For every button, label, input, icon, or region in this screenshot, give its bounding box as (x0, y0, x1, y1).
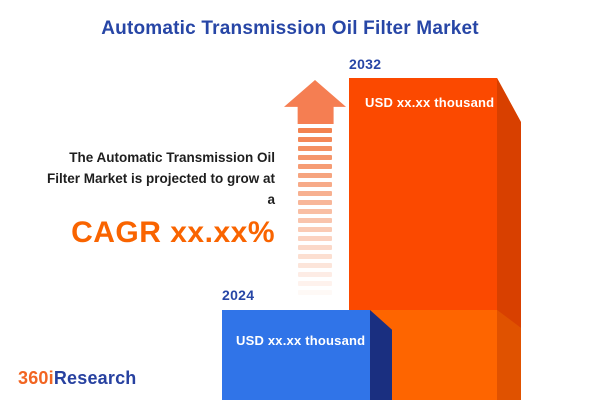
bar-2032-side-panel-upper (497, 78, 521, 328)
up-arrow-stripe (298, 218, 332, 223)
up-arrow-stripe (298, 263, 332, 268)
annotation-block: The Automatic Transmission Oil Filter Ma… (0, 147, 275, 250)
logo-part-360i: 360i (18, 368, 54, 388)
up-arrow-stripe (298, 128, 332, 133)
bar-2032-front-upper (349, 78, 497, 310)
up-arrow-stripe (298, 281, 332, 286)
up-arrow-stripe (298, 227, 332, 232)
up-arrow-stripe (298, 209, 332, 214)
bar-2032-side-panel (497, 78, 521, 400)
annotation-line-3: a (267, 192, 275, 207)
up-arrow-stripe (298, 173, 332, 178)
cagr-value: CAGR xx.xx% (71, 216, 275, 249)
up-arrow-stripe (298, 182, 332, 187)
logo-part-research: Research (53, 368, 137, 388)
company-logo: 360iResearch (18, 368, 137, 389)
up-arrow-stripe (298, 254, 332, 259)
up-arrow-icon (284, 80, 346, 295)
up-arrow-stripe (298, 272, 332, 277)
up-arrow-shaft (298, 128, 332, 295)
page-title: Automatic Transmission Oil Filter Market (101, 18, 479, 39)
up-arrow-stripe (298, 236, 332, 241)
bar-2024-front (222, 310, 370, 400)
up-arrow-stripe (298, 200, 332, 205)
bar-2024-side-panel (370, 310, 392, 400)
annotation-line-2: Filter Market is projected to grow at (46, 171, 275, 186)
bar-2032 (349, 78, 521, 400)
up-arrow-head (284, 80, 346, 124)
up-arrow-stripe (298, 146, 332, 151)
bar-2032-year-label: 2032 (349, 56, 382, 72)
annotation-line-1: The Automatic Transmission Oil (69, 150, 275, 165)
up-arrow-stripe (298, 164, 332, 169)
up-arrow-stripe (298, 290, 332, 295)
bar-2024 (222, 310, 392, 400)
bar-2024-year-label: 2024 (222, 287, 255, 303)
up-arrow-stripe (298, 137, 332, 142)
bar-2032-value-label: USD xx.xx thousand (365, 95, 495, 110)
bar-2024-value-label: USD xx.xx thousand (236, 333, 366, 348)
up-arrow-stripe (298, 191, 332, 196)
up-arrow-stripe (298, 155, 332, 160)
up-arrow-stripe (298, 245, 332, 250)
